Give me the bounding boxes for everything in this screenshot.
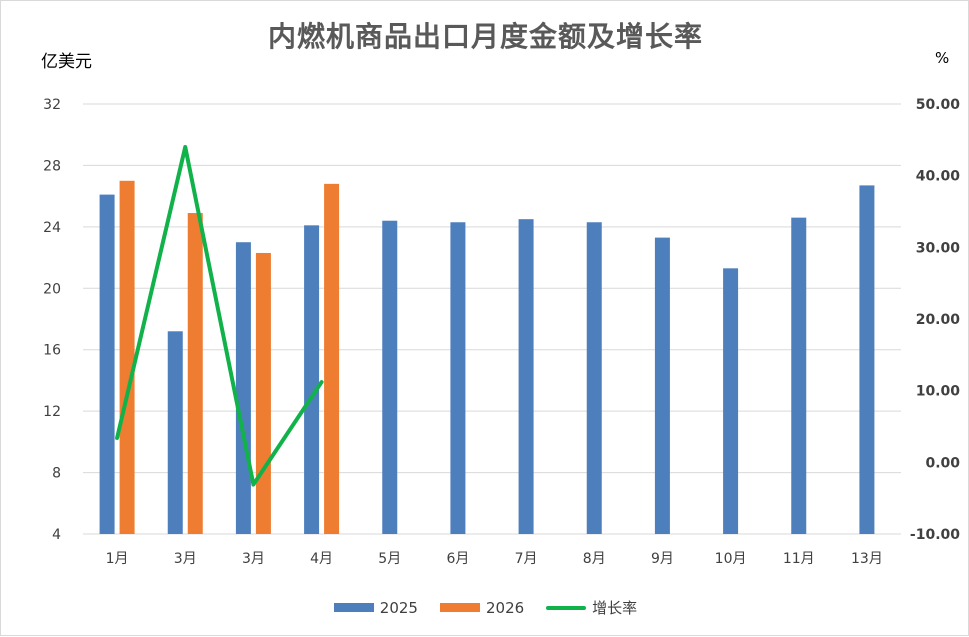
- y-right-tick-label: 10.00: [916, 384, 961, 400]
- bar-2025: [654, 237, 670, 534]
- legend-item-2026: 2026: [439, 598, 525, 617]
- bar-2025: [304, 225, 320, 535]
- legend-item-2025: 2025: [333, 598, 418, 617]
- bar-2025: [167, 331, 183, 534]
- bar-2025: [235, 242, 251, 534]
- x-tick-label: 9月: [651, 551, 674, 567]
- bar-2025: [859, 185, 875, 534]
- x-tick-label: 8月: [583, 551, 606, 567]
- y-left-tick-label: 8: [52, 466, 61, 482]
- y-left-tick-label: 32: [43, 97, 61, 113]
- legend-item-growth: 增长率: [546, 597, 637, 618]
- y-left-tick-label: 28: [43, 158, 61, 174]
- bar-2025: [450, 222, 466, 534]
- bar-2026: [187, 213, 203, 535]
- bar-2026: [119, 180, 135, 535]
- bar-2025: [518, 219, 534, 534]
- y-left-tick-label: 24: [43, 220, 61, 236]
- y-right-tick-label: 0.00: [925, 455, 960, 471]
- chart-title: 内燃机商品出口月度金额及增长率: [267, 20, 703, 53]
- y-right-tick-label: 20.00: [916, 312, 961, 328]
- bar-2025: [99, 194, 115, 534]
- bar-2025: [382, 220, 398, 534]
- y-right-tick-label: -10.00: [910, 527, 960, 543]
- x-tick-label: 4月: [310, 551, 333, 567]
- x-tick-label: 7月: [515, 551, 538, 567]
- x-tick-label: 3月: [174, 551, 197, 567]
- legend-swatch-2025: [333, 603, 374, 612]
- x-tick-label: 1月: [106, 551, 129, 567]
- y-left-tick-label: 16: [43, 343, 61, 359]
- y-right-tick-label: 40.00: [916, 169, 961, 185]
- y-right-tick-label: 30.00: [916, 240, 961, 256]
- bar-2025: [723, 268, 739, 534]
- y-left-tick-label: 4: [52, 527, 61, 543]
- legend-label-growth: 增长率: [592, 599, 638, 617]
- x-tick-label: 10月: [715, 551, 747, 567]
- legend-label-2026: 2026: [485, 598, 525, 617]
- legend-swatch-2026: [439, 603, 480, 612]
- legend: 2025 2026 增长率: [1, 597, 969, 618]
- y-axis-right-label: %: [935, 49, 950, 67]
- y-axis-left-label: 亿美元: [41, 52, 92, 72]
- bar-2026: [255, 252, 271, 534]
- y-left-tick-label: 20: [43, 281, 61, 297]
- x-tick-label: 13月: [851, 551, 883, 567]
- y-right-tick-label: 50.00: [916, 97, 961, 113]
- x-tick-label: 11月: [783, 551, 815, 567]
- y-left-tick-label: 12: [43, 404, 61, 420]
- x-tick-label: 6月: [446, 551, 469, 567]
- x-tick-label: 5月: [378, 551, 401, 567]
- legend-swatch-growth: [546, 605, 587, 610]
- legend-label-2025: 2025: [379, 598, 418, 617]
- bar-2025: [586, 222, 602, 534]
- x-tick-label: 3月: [242, 551, 265, 567]
- growth-rate-line: [115, 145, 324, 487]
- bar-2026: [324, 183, 340, 534]
- bar-2025: [791, 217, 807, 534]
